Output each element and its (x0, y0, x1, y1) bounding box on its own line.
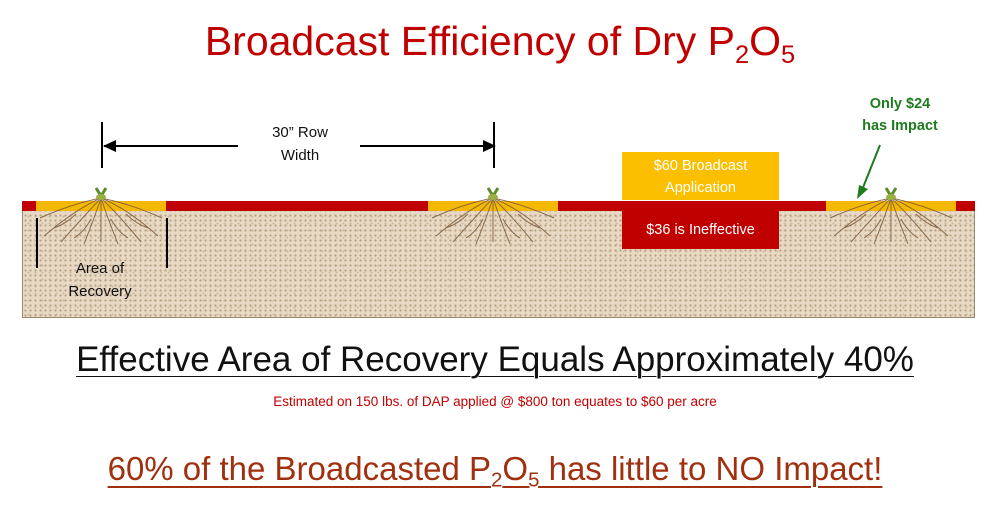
callout-arrow (857, 144, 881, 199)
impact-callout: Only $24 has Impact (862, 96, 938, 134)
soil-cross-section (22, 202, 975, 318)
row-width-arrows (103, 140, 496, 152)
recovery-left-tick (36, 218, 38, 268)
ineffective-cost-box: $36 is Ineffective (622, 211, 779, 249)
broadcast-application-box: $60 Broadcast Application (622, 152, 779, 200)
page-title: Broadcast Efficiency of Dry P2O5 (204, 18, 796, 70)
effective-area-headline: Effective Area of Recovery Equals Approx… (76, 340, 914, 379)
estimate-footnote: Estimated on 150 lbs. of DAP applied @ $… (273, 394, 717, 409)
area-of-recovery-label: Area of Recovery (68, 260, 132, 300)
plant-roots-icon (431, 187, 555, 244)
recovery-right-tick (166, 218, 168, 268)
row-width-label: 30” Row Width (272, 124, 328, 164)
plant-roots-icon (829, 187, 953, 244)
row-width-left-tick (101, 122, 103, 168)
impact-statement: 60% of the Broadcasted P2O5 has little t… (107, 450, 883, 492)
plant-roots-icon (39, 187, 163, 244)
